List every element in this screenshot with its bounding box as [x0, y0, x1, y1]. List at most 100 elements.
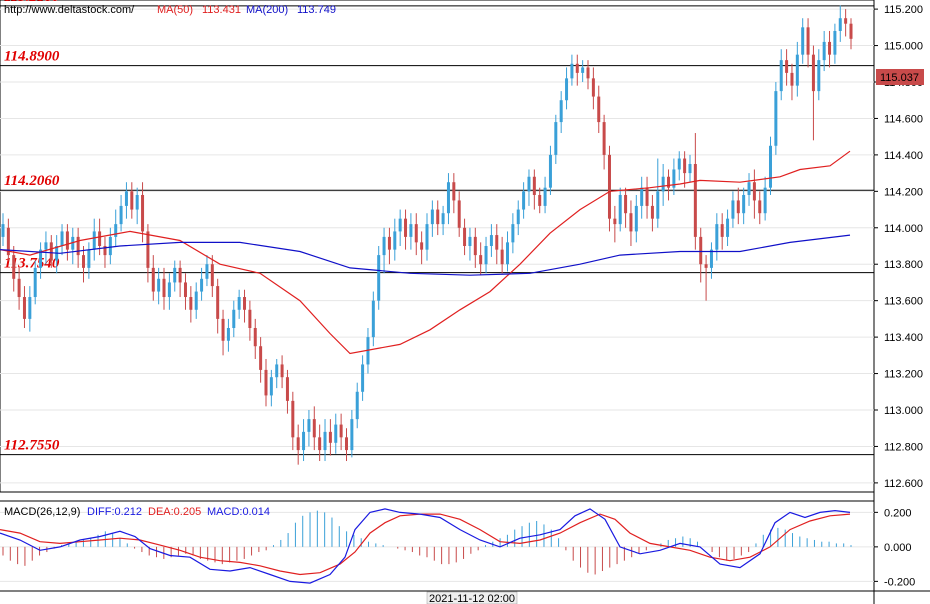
candle-body: [468, 236, 472, 246]
macd-name: MACD(26,12,9): [4, 506, 80, 518]
ma50-line: [0, 150, 851, 355]
candle-body: [752, 182, 756, 201]
candle-body: [114, 224, 118, 237]
candle-body: [216, 286, 220, 319]
candle-body: [183, 282, 187, 298]
candle-body: [500, 249, 504, 265]
y-tick-label: 113.000: [884, 405, 923, 417]
candle-body: [264, 369, 268, 396]
candle-body: [22, 297, 26, 319]
candle-body: [849, 23, 853, 39]
y-tick-label: 115.000: [884, 41, 923, 53]
y-tick-label: 114.200: [884, 186, 923, 198]
candle-body: [377, 255, 381, 301]
candle-body: [495, 235, 499, 250]
candle-body: [1, 224, 5, 237]
ma50-value: 113.431: [202, 4, 241, 16]
candle-body: [672, 169, 676, 188]
candle-body: [785, 60, 789, 73]
candle-body: [763, 187, 767, 214]
macd-diff-label: DIFF:0.212: [87, 506, 142, 518]
macd-tick-label: 0.200: [884, 507, 912, 519]
candle-body: [667, 176, 671, 188]
site-url: http://www.deltastock.com/: [4, 4, 135, 16]
macd-dea-label: DEA:0.205: [148, 506, 201, 518]
y-tick-label: 112.800: [884, 441, 923, 453]
candle-body: [656, 191, 660, 219]
candle-body: [758, 200, 762, 214]
candle-body: [768, 145, 772, 188]
candle-body: [87, 249, 91, 268]
ma200-label: MA(200): [246, 4, 288, 16]
candle-body: [624, 194, 628, 214]
candle-body: [446, 182, 450, 214]
candle-body: [554, 122, 558, 155]
y-tick-label: 112.600: [884, 478, 923, 490]
candle-body: [795, 54, 799, 86]
candle-body: [747, 182, 751, 195]
candle-body: [506, 242, 510, 265]
candle-body: [607, 154, 611, 219]
candle-body: [618, 194, 622, 225]
macd-tick-label: 0.000: [884, 542, 912, 554]
candle-body: [6, 227, 10, 256]
candle-body: [522, 191, 526, 210]
candle-body: [645, 187, 649, 206]
candle-body: [613, 218, 617, 225]
candle-body: [570, 63, 574, 79]
candle-body: [339, 424, 343, 438]
candle-body: [44, 242, 48, 250]
candle-body: [243, 297, 247, 310]
candle-body: [404, 218, 408, 237]
macd-grid: 0.200 0.000 -0.200: [0, 507, 915, 588]
moving-averages: [0, 150, 851, 355]
candle-body: [178, 267, 182, 283]
candle-body: [602, 122, 606, 155]
candle-body: [736, 200, 740, 214]
candle-body: [473, 236, 477, 256]
candle-body: [124, 191, 128, 206]
price-axis: 115.200115.000114.800114.600114.400114.2…: [874, 4, 923, 490]
candle-body: [559, 100, 563, 123]
macd-panel: [0, 508, 852, 584]
candle-body: [790, 72, 794, 86]
candle-body: [323, 431, 327, 451]
y-tick-label: 113.400: [884, 332, 923, 344]
candle-body: [586, 67, 590, 79]
candle-body: [779, 60, 783, 92]
candle-body: [33, 267, 37, 298]
candle-body: [318, 437, 322, 451]
candle-body: [382, 236, 386, 256]
candle-body: [237, 297, 241, 310]
candle-body: [291, 400, 295, 438]
candle-body: [452, 182, 456, 201]
level-label: 112.7550: [4, 438, 60, 454]
candle-body: [742, 194, 746, 214]
candle-body: [844, 18, 848, 24]
candle-body: [210, 264, 214, 287]
candle-body: [688, 164, 692, 174]
candle-body: [457, 200, 461, 228]
candle-body: [629, 213, 633, 232]
candle-body: [28, 297, 32, 319]
price-grid: [0, 8, 874, 484]
candle-body: [371, 300, 375, 338]
time-label-box: [426, 591, 518, 604]
candle-body: [591, 78, 595, 97]
candle-body: [806, 27, 810, 55]
candle-body: [157, 278, 161, 292]
candle-body: [344, 437, 348, 451]
y-tick-label: 113.800: [884, 259, 923, 271]
ma50-label: MA(50): [157, 4, 193, 16]
candle-body: [253, 328, 257, 347]
level-label: 114.8900: [4, 49, 60, 65]
candle-body: [162, 278, 166, 298]
candle-body: [774, 91, 778, 146]
candle-body: [565, 78, 569, 101]
candles: [1, 5, 853, 465]
candle-body: [720, 224, 724, 237]
candle-body: [49, 242, 53, 261]
candle-body: [350, 419, 354, 451]
candle-body: [92, 231, 96, 250]
level-label: 114.2060: [4, 173, 60, 189]
